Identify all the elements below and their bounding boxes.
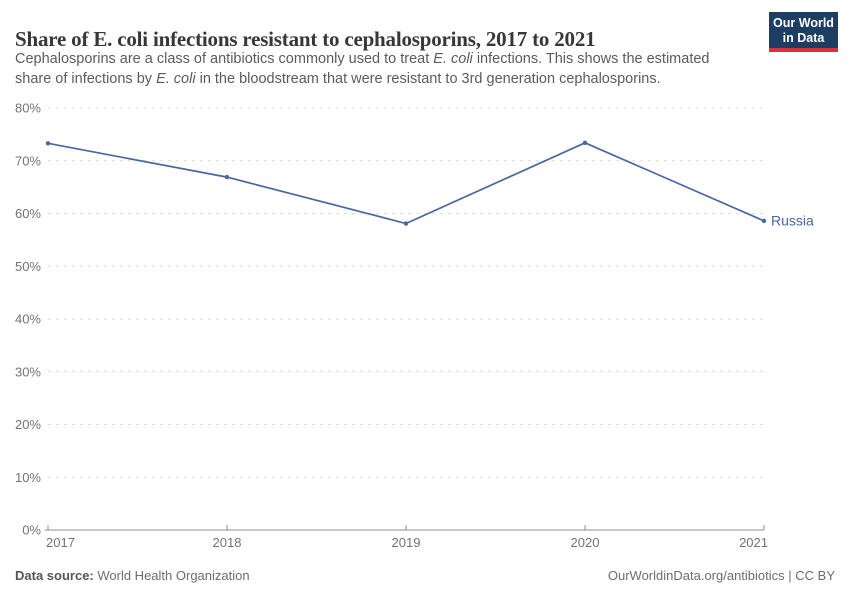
y-tick-label: 70%: [15, 153, 41, 168]
x-tick-label: 2018: [213, 535, 242, 550]
y-tick-label: 20%: [15, 417, 41, 432]
subtitle-italic-species: E. coli: [156, 70, 196, 87]
subtitle-text: in the bloodstream that were resistant t…: [195, 70, 661, 87]
data-point[interactable]: [582, 140, 588, 146]
y-tick-label: 50%: [15, 259, 41, 274]
subtitle-text: Cephalosporins are a class of antibiotic…: [15, 51, 434, 67]
x-tick-label: 2021: [739, 535, 768, 550]
data-point[interactable]: [224, 174, 230, 180]
owid-logo[interactable]: Our World in Data: [769, 12, 838, 52]
owid-license-link[interactable]: OurWorldinData.org/antibiotics | CC BY: [607, 568, 835, 583]
chart-title: Share of E. coli infections resistant to…: [15, 27, 596, 52]
data-point[interactable]: [45, 141, 51, 146]
subtitle-italic-species: E. coli: [433, 51, 473, 67]
y-tick-label: 0%: [22, 523, 41, 538]
subtitle-line-2: share of infections by E. coli in the bl…: [15, 70, 745, 90]
y-tick-label: 40%: [15, 312, 41, 327]
chart-subtitle: Cephalosporins are a class of antibiotic…: [15, 50, 745, 89]
subtitle-text: share of infections by: [15, 70, 157, 87]
x-tick-label: 2017: [46, 535, 75, 550]
data-point[interactable]: [761, 218, 767, 224]
y-tick-label: 80%: [15, 101, 41, 116]
owid-logo-line2: in Data: [782, 30, 825, 45]
x-tick-label: 2020: [571, 535, 600, 550]
subtitle-line-1: Cephalosporins are a class of antibiotic…: [15, 50, 745, 70]
data-source-note: Data source: World Health Organization: [15, 568, 250, 583]
owid-logo-line1: Our World: [773, 16, 834, 30]
y-tick-label: 10%: [15, 470, 41, 485]
data-line-russia[interactable]: [47, 141, 765, 225]
subtitle-text: infections. This shows the estimated: [472, 51, 710, 67]
data-point[interactable]: [403, 221, 409, 226]
series-label-russia[interactable]: Russia: [771, 212, 814, 228]
x-tick-label: 2019: [392, 535, 421, 550]
y-tick-label: 30%: [15, 364, 41, 379]
y-tick-label: 60%: [15, 206, 41, 221]
data-source-label: Data source:: [15, 568, 94, 583]
data-source-value: World Health Organization: [93, 568, 250, 583]
